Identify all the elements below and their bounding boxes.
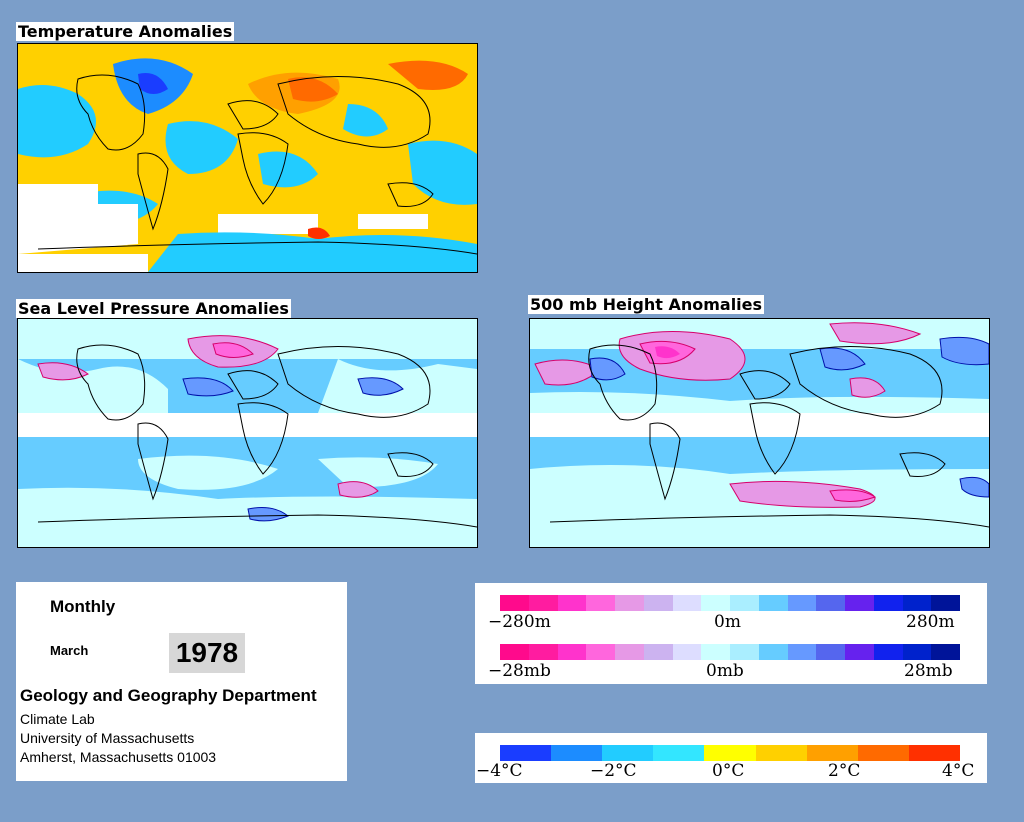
color-swatch xyxy=(857,745,909,761)
color-swatch xyxy=(873,644,903,660)
color-swatch xyxy=(701,595,730,611)
temp-label-0: 0°C xyxy=(712,761,745,781)
color-swatch xyxy=(528,595,558,611)
color-swatch xyxy=(902,644,932,660)
pressure-color-bar xyxy=(500,644,960,660)
height-anomaly-map xyxy=(529,318,990,548)
color-swatch xyxy=(755,745,807,761)
color-swatch xyxy=(787,595,817,611)
height-panel-title: 500 mb Height Anomalies xyxy=(528,295,765,314)
color-swatch xyxy=(908,745,960,761)
temp-label-4: 4°C xyxy=(942,761,975,781)
color-swatch xyxy=(931,595,960,611)
pressure-mid-label: 0mb xyxy=(706,661,744,681)
university-name: University of Massachusetts xyxy=(20,730,195,746)
year-label: 1978 xyxy=(169,633,245,673)
color-swatch xyxy=(551,745,603,761)
color-swatch xyxy=(643,595,673,611)
color-swatch xyxy=(816,595,845,611)
color-swatch xyxy=(787,644,817,660)
department-name: Geology and Geography Department xyxy=(20,686,317,705)
month-label: March xyxy=(50,643,89,658)
color-swatch xyxy=(816,644,845,660)
pressure-max-label: 28mb xyxy=(904,661,953,681)
color-swatch xyxy=(586,644,615,660)
pressure-min-label: −28mb xyxy=(488,661,551,681)
height-max-label: 280m xyxy=(906,612,955,632)
color-swatch xyxy=(602,745,654,761)
color-swatch xyxy=(873,595,903,611)
temperature-legend: −4°C −2°C 0°C 2°C 4°C xyxy=(475,733,987,783)
info-box: Monthly March 1978 Geology and Geography… xyxy=(16,582,347,781)
color-swatch xyxy=(586,595,615,611)
color-swatch xyxy=(902,595,932,611)
lab-name: Climate Lab xyxy=(20,711,95,727)
period-label: Monthly xyxy=(50,597,116,616)
color-swatch xyxy=(758,595,788,611)
color-swatch xyxy=(653,745,705,761)
temperature-color-bar xyxy=(500,745,960,761)
slp-anomaly-map xyxy=(17,318,478,548)
color-swatch xyxy=(730,595,759,611)
height-color-bar xyxy=(500,595,960,611)
color-swatch xyxy=(672,644,702,660)
color-swatch xyxy=(615,595,644,611)
height-mid-label: 0m xyxy=(714,612,741,632)
color-swatch xyxy=(845,644,874,660)
color-swatch xyxy=(500,595,529,611)
color-swatch xyxy=(500,745,552,761)
temp-label-neg4: −4°C xyxy=(476,761,523,781)
temperature-panel-title: Temperature Anomalies xyxy=(16,22,235,41)
color-swatch xyxy=(528,644,558,660)
temperature-anomaly-map xyxy=(17,43,478,273)
color-swatch xyxy=(730,644,759,660)
address-line: Amherst, Massachusetts 01003 xyxy=(20,749,217,765)
height-min-label: −280m xyxy=(488,612,551,632)
color-swatch xyxy=(701,644,730,660)
color-swatch xyxy=(931,644,960,660)
color-swatch xyxy=(557,644,587,660)
color-swatch xyxy=(806,745,858,761)
temp-label-2: 2°C xyxy=(828,761,861,781)
color-swatch xyxy=(500,644,529,660)
anomaly-legend: −280m 0m 280m −28mb 0mb 28mb xyxy=(475,583,987,684)
color-swatch xyxy=(672,595,702,611)
color-swatch xyxy=(615,644,644,660)
temp-label-neg2: −2°C xyxy=(590,761,637,781)
color-swatch xyxy=(758,644,788,660)
color-swatch xyxy=(845,595,874,611)
color-swatch xyxy=(557,595,587,611)
slp-panel-title: Sea Level Pressure Anomalies xyxy=(16,299,291,318)
color-swatch xyxy=(643,644,673,660)
color-swatch xyxy=(704,745,756,761)
